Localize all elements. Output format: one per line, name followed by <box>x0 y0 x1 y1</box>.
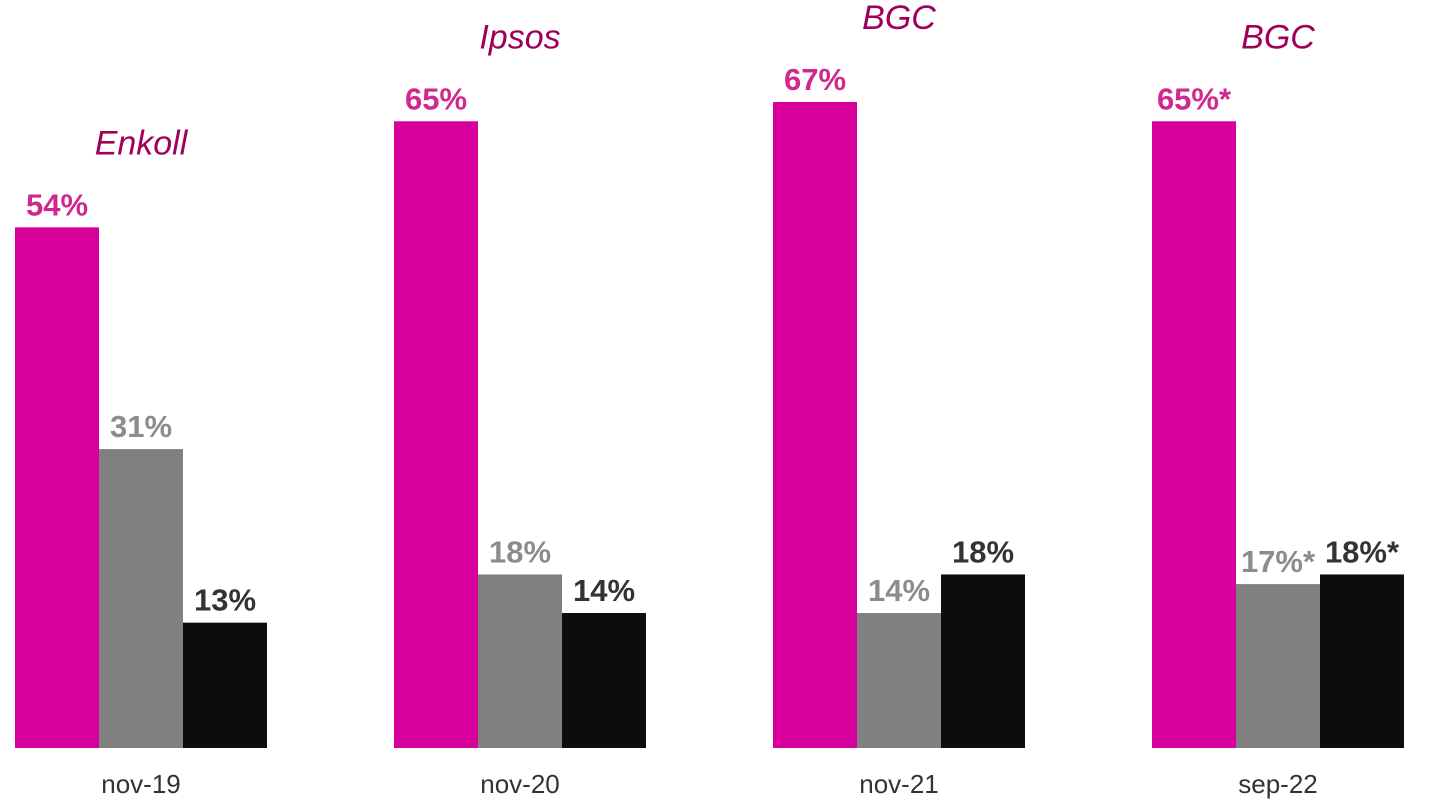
source-labels-layer: Enkoll Ipsos BGC BGC <box>95 0 1316 162</box>
category-labels-layer: nov-19 nov-20 nov-21 sep-22 <box>101 769 1318 799</box>
value-labels-layer: 54% 31% 13% 65% 18% 14% 67% 14% 18% 65%* 17%* 18%* <box>26 62 1400 618</box>
bar-nov-19-tertiary <box>183 622 267 748</box>
bar-nov-21-secondary <box>857 613 941 748</box>
value-label-sep-22-secondary: 17%* <box>1241 544 1316 579</box>
bar-nov-21-primary <box>773 102 857 748</box>
category-label-nov-19: nov-19 <box>101 769 181 799</box>
value-label-nov-21-primary: 67% <box>784 62 846 97</box>
value-label-nov-19-secondary: 31% <box>110 409 172 444</box>
category-label-nov-21: nov-21 <box>859 769 939 799</box>
value-label-nov-19-tertiary: 13% <box>194 583 256 618</box>
bar-sep-22-primary <box>1152 121 1236 749</box>
bar-nov-20-secondary <box>478 574 562 748</box>
source-label-nov-20: Ipsos <box>479 18 560 56</box>
source-label-nov-21: BGC <box>862 0 936 37</box>
bar-nov-20-tertiary <box>562 613 646 748</box>
value-label-sep-22-tertiary: 18%* <box>1325 534 1400 569</box>
bar-nov-19-primary <box>15 227 99 749</box>
bar-nov-21-tertiary <box>941 574 1025 748</box>
bar-nov-19-secondary <box>99 449 183 748</box>
bar-sep-22-tertiary <box>1320 574 1404 748</box>
value-label-nov-20-tertiary: 14% <box>573 573 635 608</box>
value-label-nov-20-primary: 65% <box>405 81 467 116</box>
value-label-nov-19-primary: 54% <box>26 187 88 222</box>
category-label-nov-20: nov-20 <box>480 769 560 799</box>
value-label-nov-21-secondary: 14% <box>868 573 930 608</box>
value-label-nov-21-tertiary: 18% <box>952 534 1014 569</box>
bar-nov-20-primary <box>394 121 478 749</box>
category-label-sep-22: sep-22 <box>1238 769 1318 799</box>
bars-layer <box>15 102 1404 749</box>
value-label-sep-22-primary: 65%* <box>1157 81 1232 116</box>
source-label-nov-19: Enkoll <box>95 124 189 162</box>
value-label-nov-20-secondary: 18% <box>489 534 551 569</box>
source-label-sep-22: BGC <box>1241 18 1315 56</box>
bar-sep-22-secondary <box>1236 584 1320 748</box>
